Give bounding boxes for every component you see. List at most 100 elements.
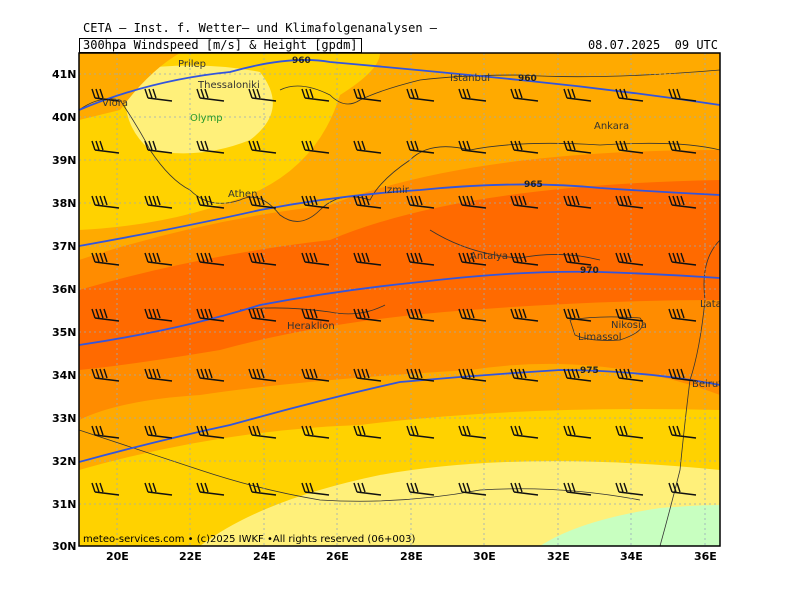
- height-contours: [79, 59, 720, 463]
- wind-barb: [668, 425, 697, 439]
- wind-barb: [144, 425, 173, 439]
- wind-barb: [248, 88, 277, 102]
- wind-barb: [510, 252, 539, 266]
- lat-tick: 40N: [52, 111, 77, 124]
- wind-barb: [668, 308, 697, 322]
- wind-barb: [91, 252, 120, 266]
- wind-barb: [91, 308, 120, 322]
- wind-barb: [353, 308, 382, 322]
- wind-barb: [563, 88, 592, 102]
- wind-barb: [458, 482, 487, 496]
- wind-barb: [91, 482, 120, 496]
- city-label: Latakia: [700, 299, 736, 310]
- wind-band-green-south: [540, 505, 720, 546]
- wind-barb: [510, 88, 539, 102]
- wind-barb: [301, 368, 330, 382]
- contour-965: [79, 183, 720, 247]
- wind-barb: [615, 482, 644, 496]
- wind-barb: [615, 195, 644, 209]
- city-label: Beirut: [692, 379, 722, 390]
- wind-barb: [91, 140, 120, 154]
- lat-tick: 34N: [52, 369, 77, 382]
- lat-tick: 41N: [52, 68, 77, 81]
- wind-barb: [510, 140, 539, 154]
- wind-barb: [510, 425, 539, 439]
- wind-barb: [353, 195, 382, 209]
- contour-label: 970: [580, 266, 599, 276]
- wind-barb: [144, 368, 173, 382]
- city-label: Nikosia: [611, 320, 647, 331]
- wind-barb: [196, 368, 225, 382]
- wind-barb: [196, 252, 225, 266]
- wind-barb: [668, 482, 697, 496]
- wind-barb: [615, 252, 644, 266]
- wind-barb: [563, 425, 592, 439]
- wind-barb: [615, 368, 644, 382]
- wind-barb: [615, 140, 644, 154]
- lat-tick: 39N: [52, 154, 77, 167]
- wind-barb: [510, 195, 539, 209]
- contour-970: [79, 270, 720, 346]
- wind-barb: [353, 140, 382, 154]
- wind-barb: [196, 308, 225, 322]
- lat-tick: 35N: [52, 326, 77, 339]
- lat-tick: 36N: [52, 283, 77, 296]
- wind-barb: [615, 425, 644, 439]
- valid-time: 08.07.2025 09 UTC: [587, 38, 718, 52]
- wind-barb: [406, 195, 435, 209]
- lon-tick: 22E: [179, 550, 202, 563]
- wind-barb: [301, 482, 330, 496]
- wind-barb: [144, 308, 173, 322]
- wind-barb: [301, 195, 330, 209]
- lon-tick: 36E: [694, 550, 717, 563]
- wind-barb: [563, 308, 592, 322]
- lon-tick: 30E: [473, 550, 496, 563]
- lat-axis: 41N 40N 39N 38N 37N 36N 35N 34N 33N 32N …: [52, 68, 77, 553]
- wind-band-lightyellow-north: [125, 65, 273, 154]
- wind-barb: [668, 252, 697, 266]
- wind-barb: [668, 195, 697, 209]
- city-label: Vlora: [102, 98, 128, 109]
- wind-barb: [91, 425, 120, 439]
- product-label: 300hpa Windspeed [m/s] & Height [gpdm]: [79, 38, 362, 53]
- lat-tick: 33N: [52, 412, 77, 425]
- wind-barb: [144, 88, 173, 102]
- wind-barb: [196, 425, 225, 439]
- lat-tick: 30N: [52, 540, 77, 553]
- wind-barb: [458, 368, 487, 382]
- wind-barb: [301, 88, 330, 102]
- city-label: Prilep: [178, 59, 206, 70]
- wind-barb: [196, 88, 225, 102]
- wind-barb: [196, 195, 225, 209]
- wind-barb: [406, 88, 435, 102]
- lon-tick: 34E: [620, 550, 643, 563]
- city-label: Thessaloniki: [197, 80, 260, 91]
- city-label: Antalya: [470, 251, 508, 262]
- wind-barb: [144, 195, 173, 209]
- wind-barb: [248, 308, 277, 322]
- lat-tick: 37N: [52, 240, 77, 253]
- wind-band-jet-max: [79, 180, 720, 370]
- wind-barb: [91, 195, 120, 209]
- city-label: Olymp: [190, 113, 223, 124]
- wind-barb: [406, 425, 435, 439]
- wind-barb: [406, 252, 435, 266]
- map-frame: [78, 52, 721, 547]
- wind-barb: [248, 195, 277, 209]
- wind-barb: [406, 140, 435, 154]
- wind-barb: [563, 252, 592, 266]
- wind-barb: [406, 482, 435, 496]
- copyright-notice: meteo-services.com • (c)2025 IWKF •All r…: [83, 534, 416, 545]
- lat-tick: 31N: [52, 498, 77, 511]
- lon-tick: 32E: [547, 550, 570, 563]
- contour-label: 960: [292, 56, 311, 66]
- city-label: Izmir: [384, 185, 410, 196]
- lon-tick: 28E: [400, 550, 423, 563]
- wind-barb: [615, 308, 644, 322]
- wind-barb: [458, 425, 487, 439]
- lon-axis: 20E 22E 24E 26E 28E 30E 32E 34E 36E: [106, 550, 717, 563]
- wind-barb: [144, 140, 173, 154]
- wind-barb: [144, 482, 173, 496]
- city-label: Istanbul: [450, 73, 490, 84]
